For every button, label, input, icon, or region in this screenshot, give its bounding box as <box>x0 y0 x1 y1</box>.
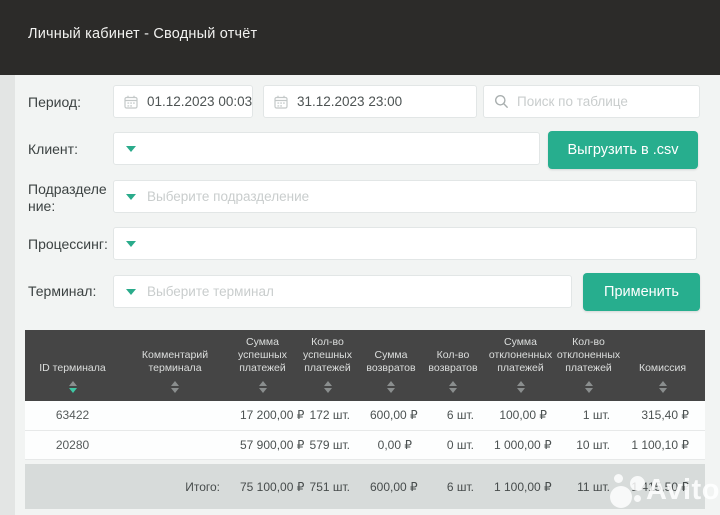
search-icon <box>494 94 509 109</box>
left-margin-strip <box>0 75 15 515</box>
totals-success-count: 751 шт. <box>295 464 360 509</box>
export-csv-button[interactable]: Выгрузить в .csv <box>548 131 698 169</box>
col-header-refund-count[interactable]: Кол-во возвратов <box>422 330 484 401</box>
cell-commission: 1 100,10 ₽ <box>620 430 705 460</box>
col-header-declined-sum[interactable]: Сумма отклоненных платежей <box>484 330 557 401</box>
cell-declined-sum: 100,00 ₽ <box>484 401 557 431</box>
calendar-icon <box>274 95 288 109</box>
sort-icon[interactable] <box>584 381 593 393</box>
dropdown-caret-icon <box>126 240 136 247</box>
totals-refund-count: 6 шт. <box>422 464 484 509</box>
col-header-success-sum[interactable]: Сумма успешных платежей <box>230 330 295 401</box>
search-input[interactable] <box>517 94 699 109</box>
cell-refund-sum: 600,00 ₽ <box>360 401 422 431</box>
date-from-value: 01.12.2023 00:03 <box>147 94 253 109</box>
cell-commission: 315,40 ₽ <box>620 401 705 431</box>
col-header-commission[interactable]: Комиссия <box>620 330 705 401</box>
table-row: 63422 17 200,00 ₽ 172 шт. 600,00 ₽ 6 шт.… <box>25 401 705 431</box>
totals-row: Итого: 75 100,00 ₽ 751 шт. 600,00 ₽ 6 шт… <box>25 464 705 509</box>
terminal-select-placeholder: Выберите терминал <box>147 284 274 299</box>
cell-declined-count: 10 шт. <box>557 430 620 460</box>
date-from-input[interactable]: 01.12.2023 00:03 <box>113 85 253 118</box>
processing-label: Процессинг: <box>28 236 108 252</box>
apply-button[interactable]: Применить <box>583 273 700 311</box>
dropdown-caret-icon <box>126 288 136 295</box>
sort-icon[interactable] <box>658 381 667 393</box>
cell-refund-count: 6 шт. <box>422 401 484 431</box>
col-header-terminal-id[interactable]: ID терминала <box>25 330 120 401</box>
totals-refund-sum: 600,00 ₽ <box>360 464 422 509</box>
sort-icon[interactable] <box>323 381 332 393</box>
sort-icon[interactable] <box>171 381 179 393</box>
totals-success-sum: 75 100,00 ₽ <box>230 464 304 509</box>
client-label: Клиент: <box>28 141 78 157</box>
date-to-value: 31.12.2023 23:00 <box>297 94 403 109</box>
totals-label: Итого: <box>120 464 230 509</box>
totals-commission: 1 415,50 ₽ <box>620 464 705 509</box>
cell-refund-count: 0 шт. <box>422 430 484 460</box>
dropdown-caret-icon <box>126 193 136 200</box>
calendar-icon <box>124 95 138 109</box>
sort-icon[interactable] <box>387 381 395 393</box>
cell-declined-count: 1 шт. <box>557 401 620 431</box>
totals-declined-count: 11 шт. <box>557 464 620 509</box>
division-select-placeholder: Выберите подразделение <box>147 189 310 204</box>
totals-empty-cell <box>25 464 120 509</box>
processing-select[interactable] <box>113 227 697 260</box>
division-label: Подразделение: <box>28 181 107 214</box>
cell-declined-sum: 1 000,00 ₽ <box>484 430 557 460</box>
page-title: Личный кабинет - Сводный отчёт <box>28 26 258 42</box>
cell-success-count: 172 шт. <box>295 401 360 431</box>
cell-success-sum: 57 900,00 ₽ <box>230 430 304 460</box>
terminal-select[interactable]: Выберите терминал <box>113 275 572 308</box>
sort-icon[interactable] <box>449 381 457 393</box>
period-label: Период: <box>28 94 81 110</box>
table-row: 20280 57 900,00 ₽ 579 шт. 0,00 ₽ 0 шт. 1… <box>25 430 705 460</box>
date-to-input[interactable]: 31.12.2023 23:00 <box>263 85 477 118</box>
sort-icon[interactable] <box>516 381 525 393</box>
report-table: ID терминала Комментарий терминала Сумма… <box>25 330 705 509</box>
col-header-declined-count[interactable]: Кол-во отклоненных платежей <box>557 330 620 401</box>
division-select[interactable]: Выберите подразделение <box>113 180 697 213</box>
cell-success-sum: 17 200,00 ₽ <box>230 401 304 431</box>
col-header-success-count[interactable]: Кол-во успешных платежей <box>295 330 360 401</box>
cell-terminal-id: 63422 <box>25 401 120 431</box>
cell-terminal-comment <box>120 430 230 460</box>
terminal-label: Терминал: <box>28 283 97 299</box>
cell-refund-sum: 0,00 ₽ <box>360 430 422 460</box>
cell-success-count: 579 шт. <box>295 430 360 460</box>
col-header-refund-sum[interactable]: Сумма возвратов <box>360 330 422 401</box>
table-search-box <box>483 85 700 118</box>
col-header-terminal-comment[interactable]: Комментарий терминала <box>120 330 230 401</box>
topbar: Личный кабинет - Сводный отчёт <box>0 0 720 75</box>
totals-declined-sum: 1 100,00 ₽ <box>484 464 557 509</box>
cell-terminal-id: 20280 <box>25 430 120 460</box>
dropdown-caret-icon <box>126 145 136 152</box>
client-select[interactable] <box>113 132 540 165</box>
table-header-row: ID терминала Комментарий терминала Сумма… <box>25 330 705 401</box>
cell-terminal-comment <box>120 401 230 431</box>
sort-icon[interactable] <box>258 381 267 393</box>
sort-icon[interactable] <box>68 381 77 393</box>
